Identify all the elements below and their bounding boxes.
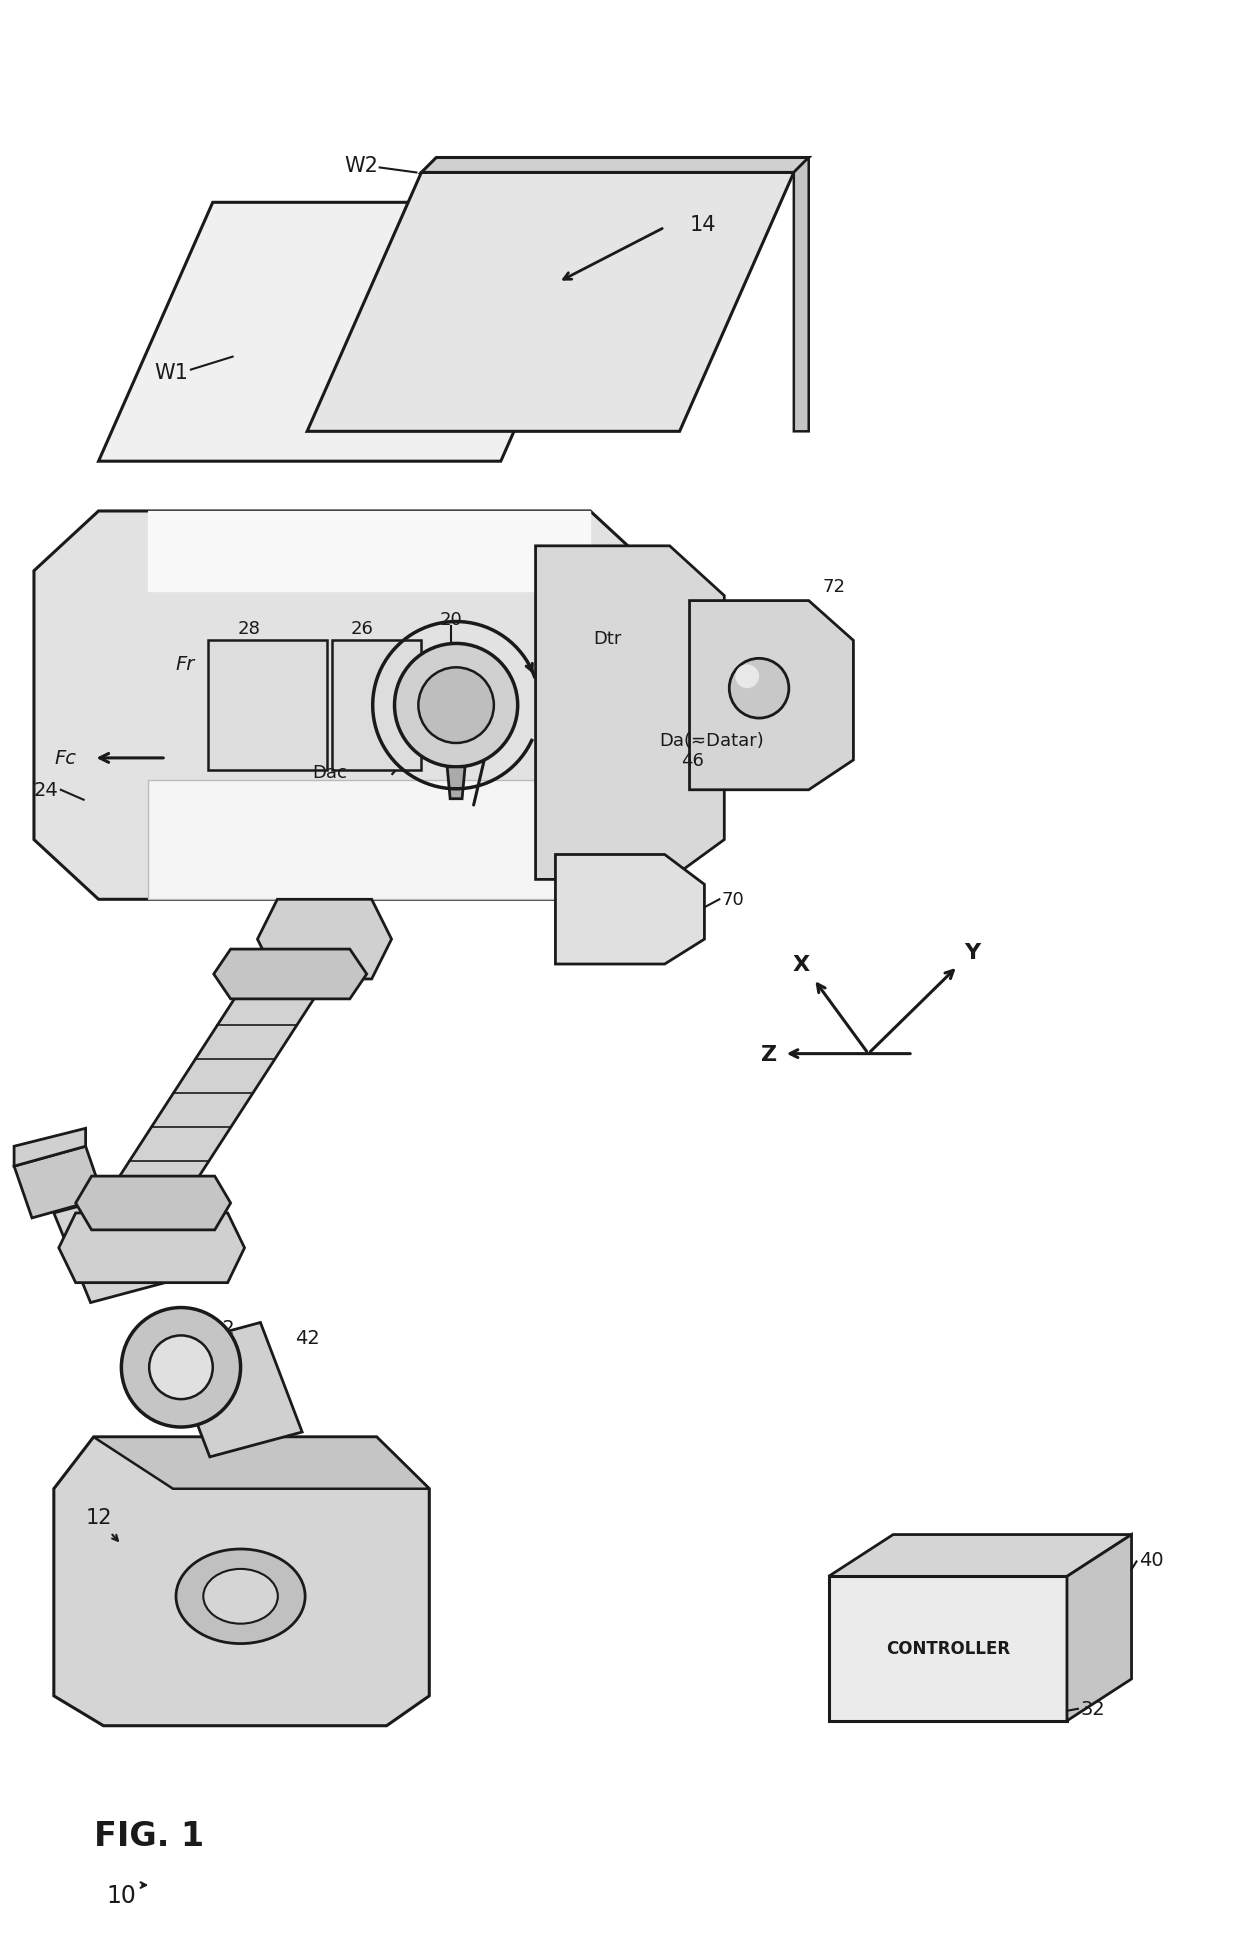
Circle shape xyxy=(418,667,494,743)
Polygon shape xyxy=(258,900,392,979)
Text: W2: W2 xyxy=(345,157,378,176)
Ellipse shape xyxy=(176,1549,305,1644)
Polygon shape xyxy=(689,601,853,791)
Text: 26: 26 xyxy=(351,620,373,638)
Circle shape xyxy=(149,1336,213,1400)
Text: 22: 22 xyxy=(211,1319,236,1338)
Polygon shape xyxy=(828,1576,1066,1722)
Polygon shape xyxy=(98,204,615,461)
Polygon shape xyxy=(1066,1536,1132,1722)
Text: 14: 14 xyxy=(689,215,715,235)
Circle shape xyxy=(735,665,759,688)
Text: 28: 28 xyxy=(238,620,260,638)
Ellipse shape xyxy=(203,1569,278,1623)
Text: 20: 20 xyxy=(440,611,463,628)
Polygon shape xyxy=(58,1214,244,1284)
Circle shape xyxy=(729,659,789,719)
Text: FIG. 1: FIG. 1 xyxy=(93,1819,203,1852)
Text: 40: 40 xyxy=(1140,1549,1164,1569)
Text: 70: 70 xyxy=(722,890,744,909)
Circle shape xyxy=(394,644,517,768)
Polygon shape xyxy=(118,975,330,1179)
Text: 46: 46 xyxy=(681,752,704,770)
Text: Da(≂Datar): Da(≂Datar) xyxy=(660,731,765,750)
Text: 24: 24 xyxy=(33,781,58,801)
Text: W1: W1 xyxy=(154,363,188,382)
Polygon shape xyxy=(448,768,465,799)
Polygon shape xyxy=(33,512,655,900)
Text: 32: 32 xyxy=(1081,1699,1106,1718)
Text: X: X xyxy=(792,954,810,975)
Polygon shape xyxy=(828,1536,1132,1576)
Polygon shape xyxy=(332,642,422,770)
Polygon shape xyxy=(76,1177,231,1229)
Polygon shape xyxy=(93,1437,429,1489)
Text: CONTROLLER: CONTROLLER xyxy=(885,1638,1009,1658)
Text: 42: 42 xyxy=(295,1328,320,1348)
Text: Fc: Fc xyxy=(55,748,77,768)
Polygon shape xyxy=(149,512,590,591)
Text: Dtr: Dtr xyxy=(593,630,621,648)
Text: 10: 10 xyxy=(107,1883,136,1908)
Polygon shape xyxy=(53,1437,429,1726)
Polygon shape xyxy=(213,950,367,999)
Polygon shape xyxy=(308,173,794,432)
Polygon shape xyxy=(556,855,704,964)
Polygon shape xyxy=(794,159,808,432)
Polygon shape xyxy=(14,1146,103,1218)
Text: 72: 72 xyxy=(822,578,844,595)
Polygon shape xyxy=(208,642,327,770)
Text: 12: 12 xyxy=(86,1507,112,1526)
Text: Dac: Dac xyxy=(312,764,347,781)
Polygon shape xyxy=(14,1128,86,1167)
Text: Z: Z xyxy=(761,1043,777,1065)
Text: Fr: Fr xyxy=(176,655,195,673)
Polygon shape xyxy=(149,779,590,900)
Polygon shape xyxy=(422,159,808,173)
Polygon shape xyxy=(536,547,724,880)
Polygon shape xyxy=(169,1322,303,1456)
Polygon shape xyxy=(53,1192,165,1303)
Text: Y: Y xyxy=(965,942,981,962)
Circle shape xyxy=(122,1309,241,1427)
